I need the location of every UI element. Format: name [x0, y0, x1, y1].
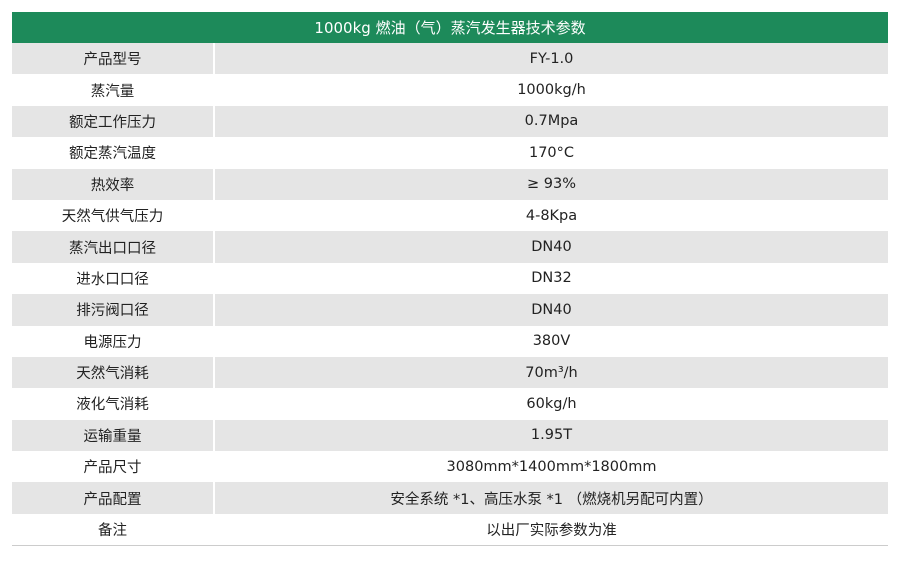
param-value: 1.95T [530, 427, 573, 444]
param-name: 产品尺寸 [12, 451, 215, 483]
param-name: 备注 [12, 513, 215, 546]
table-row: 产品型号 FY-1.0 [12, 43, 888, 75]
table-row: 运输重量 1.95T [12, 419, 888, 452]
table-row: 排污阀口径 DN40 [12, 294, 888, 326]
param-value: 3080mm*1400mm*1800mm [446, 458, 657, 475]
table-row: 电源压力 380V [12, 325, 888, 357]
table-row: 天然气消耗 70m³/h [12, 356, 888, 389]
table-row: 额定蒸汽温度 170°C [12, 137, 888, 169]
param-name: 蒸汽量 [12, 74, 215, 106]
table-row: 产品尺寸 3080mm*1400mm*1800mm [12, 451, 888, 483]
table-row: 液化气消耗 60kg/h [12, 388, 888, 420]
param-name: 电源压力 [12, 325, 215, 357]
param-value: DN40 [531, 239, 572, 256]
param-value: 0.7Mpa [524, 113, 579, 130]
param-value: 170°C [528, 144, 575, 161]
table-row: 蒸汽量 1000kg/h [12, 74, 888, 106]
table-row: 产品配置 安全系统 *1、高压水泵 *1 （燃烧机另配可内置） [12, 482, 888, 514]
param-name: 蒸汽出口口径 [12, 231, 215, 263]
table-row: 进水口口径 DN32 [12, 262, 888, 295]
param-value: ≥ 93% [527, 176, 576, 193]
param-name: 产品型号 [12, 43, 215, 75]
table-row: 天然气供气压力 4-8Kpa [12, 199, 888, 232]
table-body: 产品型号 FY-1.0 蒸汽量 1000kg/h 额定工作压力 0.7Mpa 额定蒸汽温度 1… [12, 43, 888, 546]
table-row: 备注 以出厂实际参数为准 [12, 513, 888, 546]
spec-table: 1000kg 燃油（气）蒸汽发生器技术参数 产品型号 FY-1.0 蒸汽量 1000k… [12, 12, 888, 547]
param-name: 额定蒸汽温度 [12, 137, 215, 169]
bottom-rule [12, 545, 888, 547]
param-value: 以出厂实际参数为准 [486, 523, 617, 540]
param-value: 1000kg/h [517, 82, 586, 99]
param-value: DN32 [531, 270, 572, 287]
param-value: DN40 [531, 301, 572, 318]
param-name: 排污阀口径 [12, 294, 215, 326]
param-value: 380V [532, 333, 571, 350]
table-title: 1000kg 燃油（气）蒸汽发生器技术参数 [12, 12, 888, 43]
param-name: 运输重量 [12, 419, 215, 452]
param-name: 热效率 [12, 168, 215, 200]
table-row: 额定工作压力 0.7Mpa [12, 105, 888, 138]
param-name: 天然气供气压力 [12, 199, 215, 232]
param-value: 4-8Kpa [525, 207, 578, 224]
param-value: FY-1.0 [529, 50, 574, 67]
param-name: 进水口口径 [12, 262, 215, 295]
table-row: 蒸汽出口口径 DN40 [12, 231, 888, 263]
param-value: 安全系统 *1、高压水泵 *1 （燃烧机另配可内置） [390, 491, 713, 508]
param-name: 产品配置 [12, 482, 215, 514]
param-name: 天然气消耗 [12, 356, 215, 389]
table-row: 热效率 ≥ 93% [12, 168, 888, 200]
param-value: 70m³/h [525, 364, 578, 381]
param-name: 液化气消耗 [12, 388, 215, 420]
param-name: 额定工作压力 [12, 105, 215, 138]
param-value: 60kg/h [526, 395, 577, 412]
